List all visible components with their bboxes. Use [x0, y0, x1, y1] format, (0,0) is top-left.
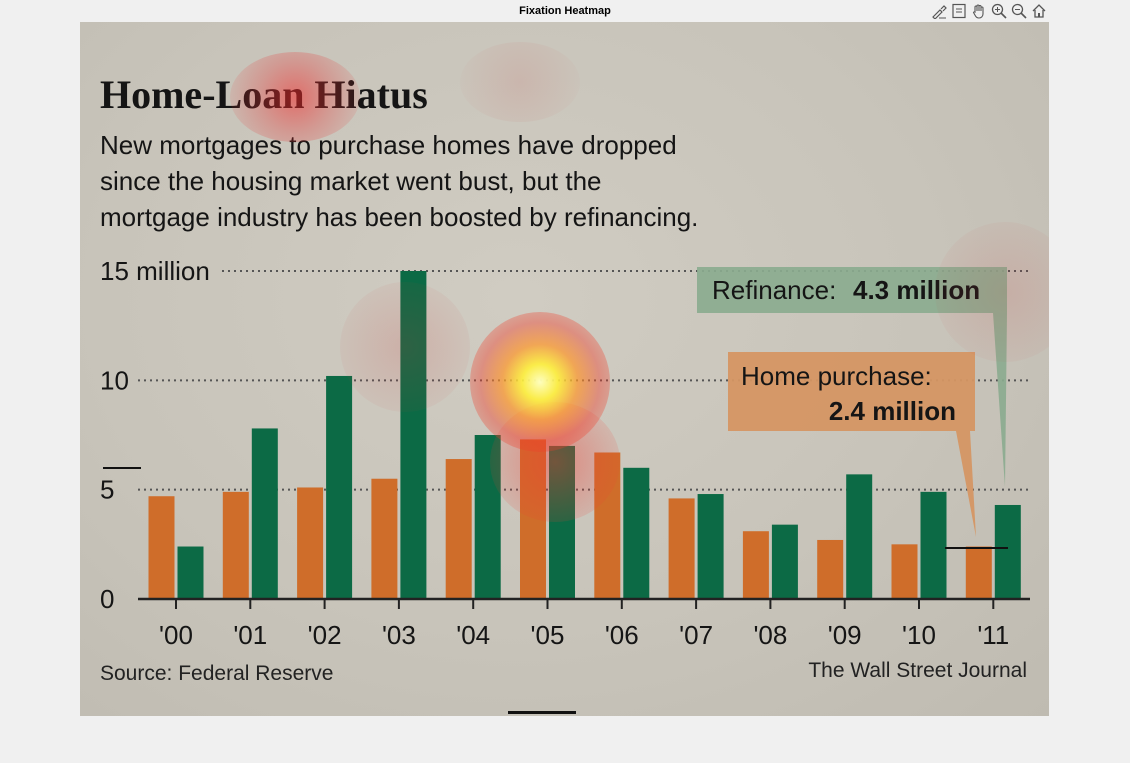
fixation-marker — [945, 547, 1008, 549]
x-tick-label: '03 — [382, 620, 416, 650]
home-purchase-bar-4 — [445, 459, 472, 599]
refinance-bar-5 — [549, 445, 575, 599]
fixation-marker — [508, 711, 576, 714]
chart-subtitle-line-1: New mortgages to purchase homes have dro… — [100, 130, 677, 160]
home-purchase-bar-7 — [668, 498, 695, 599]
refinance-bar-9 — [846, 474, 873, 599]
home-purchase-callout-value: 2.4 million — [829, 396, 956, 426]
x-tick-labels: '00 '01 '02 '03 '04 '05 '06 '07 '08 '09 '10 '11 — [159, 599, 1009, 650]
heatmap-canvas: Home-Loan Hiatus New mortgages to purcha… — [80, 22, 1049, 716]
x-tick-label: '02 — [308, 620, 342, 650]
home-purchase-bar-6 — [594, 452, 621, 599]
refinance-bar-0 — [177, 546, 204, 599]
fixation-marker — [103, 467, 141, 469]
refinance-bar-10 — [920, 491, 947, 599]
x-tick-label: '00 — [159, 620, 193, 650]
chart-title: Home-Loan Hiatus — [100, 72, 428, 117]
x-tick-label: '09 — [828, 620, 862, 650]
refinance-bar-2 — [326, 375, 353, 599]
x-tick-label: '07 — [679, 620, 713, 650]
home-purchase-bar-11 — [965, 546, 992, 599]
figure-toolbar — [930, 2, 1048, 20]
x-tick-label: '06 — [605, 620, 639, 650]
x-tick-label: '05 — [531, 620, 565, 650]
refinance-callout-box — [697, 267, 1007, 487]
y-tick-labels: 0 5 10 15 million — [100, 256, 210, 614]
home-purchase-bar-0 — [148, 496, 175, 599]
y-tick-label: 5 — [100, 475, 114, 505]
refinance-bar-1 — [251, 428, 278, 599]
refinance-bar-4 — [474, 435, 501, 599]
brush-icon[interactable] — [930, 2, 948, 20]
chart-svg: Home-Loan Hiatus New mortgages to purcha… — [100, 72, 1030, 685]
figure-title: Fixation Heatmap — [519, 5, 611, 17]
x-tick-label: '08 — [753, 620, 787, 650]
home-purchase-bar-9 — [817, 539, 844, 599]
home-icon[interactable] — [1030, 2, 1048, 20]
save-icon[interactable] — [950, 2, 968, 20]
refinance-callout-value: 4.3 million — [853, 275, 980, 305]
zoom-out-icon[interactable] — [1010, 2, 1028, 20]
home-purchase-bar-8 — [742, 531, 769, 599]
pan-icon[interactable] — [970, 2, 988, 20]
y-tick-label: 0 — [100, 584, 114, 614]
chart-credit: The Wall Street Journal — [808, 659, 1027, 682]
chart-source: Source: Federal Reserve — [100, 662, 333, 685]
y-tick-label: 10 — [100, 365, 129, 395]
home-purchase-bar-5 — [520, 439, 546, 599]
refinance-callout: Refinance: 4.3 million — [697, 267, 1007, 487]
home-purchase-bar-1 — [222, 491, 249, 599]
x-tick-label: '04 — [456, 620, 490, 650]
home-purchase-callout-box — [728, 352, 976, 537]
home-purchase-bar-10 — [891, 544, 918, 599]
x-tick-label: '11 — [977, 620, 1009, 650]
home-purchase-callout: Home purchase: 2.4 million — [728, 352, 976, 537]
chart-subtitle-line-3: mortgage industry has been boosted by re… — [100, 202, 698, 232]
refinance-bar-7 — [697, 494, 724, 599]
home-purchase-bar-3 — [371, 478, 398, 599]
home-purchase-callout-label: Home purchase: — [741, 361, 932, 391]
bar-layer — [148, 271, 1021, 599]
zoom-in-icon[interactable] — [990, 2, 1008, 20]
refinance-bar-11 — [994, 504, 1021, 599]
x-tick-label: '01 — [233, 620, 267, 650]
x-tick-label: '10 — [902, 620, 936, 650]
refinance-callout-label: Refinance: — [712, 275, 836, 305]
refinance-bar-3 — [400, 271, 427, 599]
refinance-bar-6 — [623, 467, 650, 599]
chart-subtitle-line-2: since the housing market went bust, but … — [100, 166, 602, 196]
refinance-bar-8 — [771, 524, 798, 599]
home-purchase-bar-2 — [297, 487, 324, 599]
y-tick-label: 15 million — [100, 256, 210, 286]
